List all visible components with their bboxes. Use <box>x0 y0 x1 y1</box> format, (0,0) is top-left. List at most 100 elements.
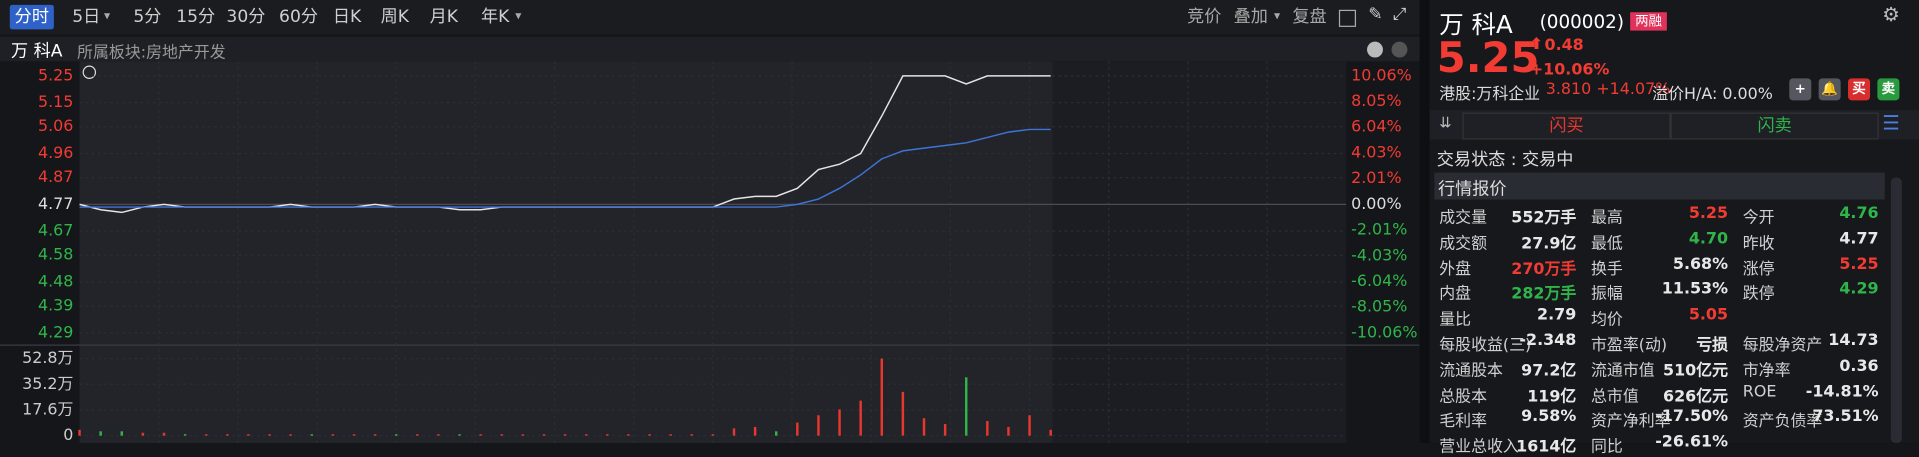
change: 0.48 <box>1544 36 1584 56</box>
y-tick-label: 4.96 <box>38 143 73 162</box>
y-tick-label: 5.15 <box>38 92 73 111</box>
y2-tick-label: -4.03% <box>1351 245 1407 264</box>
quote-value: 5.25 <box>1839 255 1879 274</box>
period-tab[interactable]: 5分 <box>133 7 162 27</box>
trade-status: 交易状态 : 交易中 <box>1436 150 1574 171</box>
volume-tick-label: 0 <box>63 425 73 443</box>
y2-tick-label: 4.03% <box>1351 142 1402 161</box>
quote-label: 每股收益(三) <box>1439 336 1532 355</box>
session-shade <box>79 61 1053 444</box>
volume-bar <box>183 434 187 436</box>
quote-label: 总股本 <box>1439 387 1487 406</box>
pen-icon[interactable]: ✎ <box>1368 4 1383 25</box>
volume-bar <box>458 434 461 436</box>
menu-icon[interactable]: ☰ <box>1882 111 1900 135</box>
volume-bar <box>204 434 208 436</box>
zoom-in[interactable] <box>1391 41 1408 58</box>
intraday-chart: 5.25 5.15 5.06 4.96 4.87 4.77 4.67 4.58 4.48 4.39… <box>0 61 1420 444</box>
volume-bar <box>1049 429 1052 436</box>
y2-tick-label: 0.00% <box>1351 194 1402 213</box>
volume-bar <box>331 434 335 436</box>
volume-bar <box>838 409 841 436</box>
tool-button[interactable]: 叠加 <box>1233 7 1268 27</box>
volume-bar <box>500 434 504 436</box>
quote-label: 每股净资产 <box>1742 336 1823 355</box>
volume-bar <box>394 434 398 436</box>
quote-label: 资产负债率 <box>1742 412 1823 432</box>
quote-value: 11.53% <box>1661 280 1729 300</box>
period-tab[interactable]: 分时 <box>9 4 54 30</box>
volume-bar <box>373 434 377 436</box>
volume-bar <box>627 434 630 436</box>
quote-name: 万 科A <box>1439 9 1513 40</box>
quote-value: 73.51% <box>1812 408 1879 427</box>
volume-bar <box>99 431 102 436</box>
quote-label: 量比 <box>1439 311 1472 330</box>
quote-value: 5.05 <box>1688 306 1729 325</box>
hk-label[interactable]: 港股:万科企业 <box>1439 85 1541 105</box>
buy-button[interactable]: 买 <box>1848 78 1871 101</box>
volume-bar <box>437 434 440 436</box>
period-tab[interactable]: 日K <box>332 7 362 27</box>
volume-bar <box>1028 415 1031 436</box>
volume-tick-label: 35.2万 <box>22 374 73 393</box>
grid-icon[interactable] <box>1338 9 1357 27</box>
premium: 溢价H/A: 0.00% <box>1652 85 1773 105</box>
period-tab[interactable]: 15分 <box>176 7 216 27</box>
quote-label: 换手 <box>1591 260 1623 279</box>
quote-value: 4.29 <box>1839 280 1879 300</box>
flash-buy[interactable]: 闪买 <box>1462 112 1671 140</box>
fullscreen-icon[interactable]: ⤢ <box>1392 4 1407 25</box>
period-tab[interactable]: 30分 <box>226 7 266 27</box>
quote-label: 成交量 <box>1439 209 1487 228</box>
quote-code: (000002) <box>1539 11 1625 34</box>
y2-tick-label: 6.04% <box>1351 117 1402 136</box>
volume-bar <box>310 434 313 436</box>
volume-bar <box>986 421 989 436</box>
y-tick-label: 4.77 <box>38 194 73 213</box>
quote-label: 今开 <box>1742 209 1775 228</box>
zoom-out[interactable] <box>1367 41 1383 58</box>
y2-tick-label: -10.06% <box>1351 322 1417 341</box>
dropdown-chevron[interactable]: ▾ <box>104 9 111 24</box>
dropdown-chevron[interactable]: ▾ <box>1274 9 1281 24</box>
period-tab[interactable]: 周K <box>380 7 409 27</box>
volume-bar <box>753 426 757 436</box>
volume-bar <box>289 434 292 436</box>
sell-button[interactable]: 卖 <box>1877 78 1900 101</box>
volume-bar <box>817 415 820 436</box>
quote-label: 跌停 <box>1742 285 1775 304</box>
add-marker[interactable] <box>82 65 97 79</box>
collapse-icon[interactable]: ⇊ <box>1439 113 1452 131</box>
quote-value: 5.68% <box>1672 255 1729 274</box>
volume-bar <box>563 434 567 436</box>
sector[interactable]: 所属板块:房地产开发 <box>77 44 226 63</box>
volume-bar <box>352 434 356 436</box>
volume-bar <box>880 358 884 436</box>
quote-value: 4.70 <box>1688 229 1729 249</box>
quote-label: 总市值 <box>1591 387 1639 406</box>
quote-value: 5.25 <box>1688 204 1729 223</box>
quote-label: 昨收 <box>1742 234 1775 254</box>
volume-bar <box>585 434 588 436</box>
quote-label: 均价 <box>1591 311 1623 330</box>
tool-button[interactable]: 竞价 <box>1187 7 1222 27</box>
period-tab[interactable]: 月K <box>429 7 458 27</box>
quote-value: 27.9亿 <box>1521 234 1577 254</box>
settings-icon[interactable]: ⚙ <box>1882 2 1900 26</box>
stock-bar <box>0 36 1420 62</box>
quote-label: 同比 <box>1591 438 1623 457</box>
quote-value: 2.79 <box>1537 306 1577 325</box>
quote-label: 振幅 <box>1591 285 1623 304</box>
volume-bar <box>268 434 271 436</box>
alert-button[interactable]: 🔔 <box>1818 78 1841 101</box>
dropdown-chevron[interactable]: ▾ <box>515 9 522 24</box>
period-tab[interactable]: 5日 <box>72 7 101 27</box>
add-button[interactable]: + <box>1789 78 1812 101</box>
volume-bar <box>775 431 778 436</box>
scrollbar[interactable] <box>1890 177 1902 444</box>
period-tab[interactable]: 60分 <box>279 7 318 27</box>
period-tab[interactable]: 年K <box>480 7 510 27</box>
flash-sell[interactable]: 闪卖 <box>1670 112 1879 140</box>
tool-button[interactable]: 复盘 <box>1292 7 1327 27</box>
